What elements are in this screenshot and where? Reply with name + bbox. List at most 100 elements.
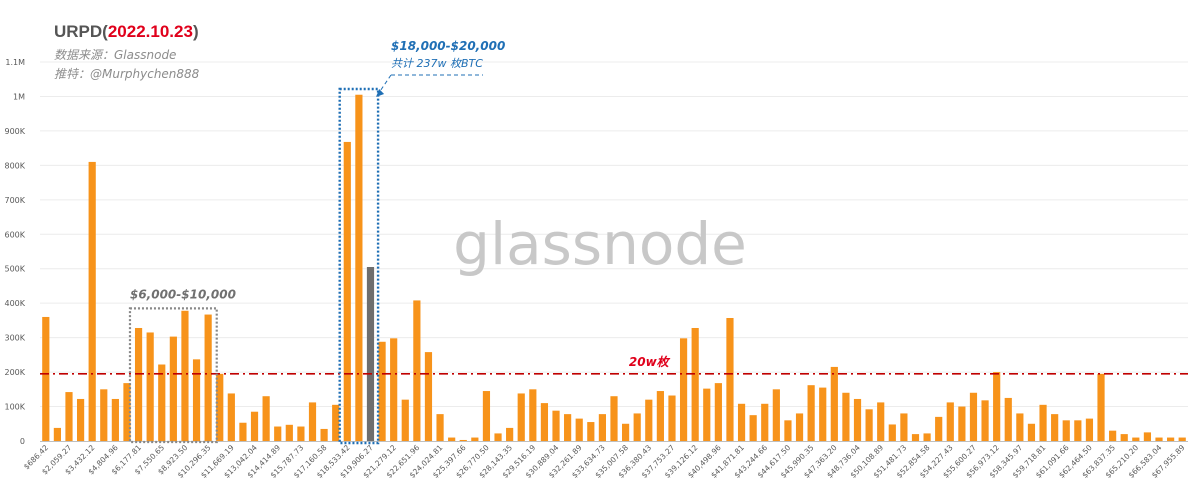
- bar: [911, 434, 920, 441]
- bar: [1120, 434, 1128, 441]
- title-suffix: ): [193, 22, 199, 41]
- bar: [216, 373, 224, 441]
- bar: [819, 387, 827, 441]
- bar: [1062, 420, 1070, 441]
- bar: [726, 317, 734, 441]
- bar: [192, 359, 201, 441]
- bar: [250, 411, 259, 441]
- threshold-label: 20w枚: [629, 355, 671, 369]
- bar: [471, 437, 479, 441]
- bar: [703, 388, 711, 441]
- bar: [239, 422, 247, 441]
- bar: [807, 385, 815, 441]
- bar: [1074, 420, 1082, 441]
- bar: [158, 364, 166, 441]
- range-sublabel-18000-20000: 共计 237w 枚BTC: [391, 57, 483, 70]
- bar: [946, 402, 954, 441]
- bar: [993, 372, 1001, 441]
- bar: [169, 336, 177, 441]
- bar: [111, 398, 119, 441]
- bar: [1097, 373, 1105, 441]
- bar: [146, 332, 154, 441]
- range-label-6000-10000: $6,000-$10,000: [130, 287, 236, 301]
- y-tick-label: 300K: [4, 334, 25, 343]
- bar: [529, 389, 537, 441]
- title-date: 2022.10.23: [108, 22, 193, 41]
- y-tick-label: 100K: [4, 403, 25, 412]
- bar: [969, 392, 978, 441]
- bar: [552, 410, 560, 441]
- bar: [1132, 437, 1140, 441]
- bar: [390, 338, 398, 441]
- bar: [935, 416, 943, 441]
- bar: [448, 437, 456, 441]
- bar: [622, 423, 630, 441]
- bar: [830, 366, 838, 441]
- callout-arrowhead: [376, 89, 385, 98]
- bar: [853, 398, 862, 441]
- y-tick-label: 600K: [4, 230, 25, 239]
- data-source: 数据来源：Glassnode: [54, 48, 176, 62]
- bar: [285, 424, 293, 441]
- bar: [795, 413, 804, 441]
- bar: [53, 427, 61, 441]
- bar: [761, 403, 769, 441]
- bar: [262, 396, 270, 441]
- y-tick-label: 700K: [4, 196, 25, 205]
- bar: [401, 399, 409, 441]
- bar: [123, 383, 131, 441]
- bar: [598, 414, 606, 441]
- bar: [737, 403, 746, 441]
- bar: [772, 389, 780, 441]
- bar: [1109, 430, 1117, 441]
- bar: [88, 161, 96, 441]
- bar: [355, 94, 363, 442]
- glassnode-watermark: glassnode: [453, 210, 747, 278]
- bar: [575, 418, 583, 441]
- bar: [587, 422, 595, 441]
- bar: [888, 424, 896, 441]
- bar: [564, 414, 572, 441]
- bar: [1167, 437, 1175, 441]
- y-axis: 0 100K 200K 300K 400K 500K 600K 700K 800K 900K 1M 1…: [4, 58, 25, 446]
- bar: [181, 310, 189, 441]
- bar: [656, 391, 664, 441]
- bar: [1004, 397, 1012, 441]
- bar: [1027, 423, 1036, 441]
- bar: [332, 404, 340, 441]
- bar: [65, 392, 73, 441]
- bar: [204, 314, 212, 441]
- gridlines: [40, 61, 1188, 408]
- bar: [540, 403, 549, 441]
- y-tick-label: 400K: [4, 299, 25, 308]
- bar: [343, 141, 351, 441]
- bar: [297, 426, 305, 441]
- bar: [424, 352, 433, 441]
- bar: [1155, 437, 1163, 441]
- bar: [668, 395, 676, 441]
- bars: [42, 94, 1186, 442]
- bar: [645, 399, 653, 441]
- bar: [633, 413, 641, 441]
- range-box-6000-10000: [128, 307, 218, 444]
- bar: [308, 402, 317, 441]
- bar: [749, 415, 757, 441]
- bar: [610, 396, 618, 441]
- bar: [320, 428, 328, 441]
- bar: [958, 406, 966, 441]
- bar: [714, 383, 722, 441]
- bar: [981, 400, 989, 441]
- y-tick-label: 1.1M: [5, 58, 25, 67]
- bar: [482, 391, 491, 441]
- bar: [517, 393, 525, 441]
- y-tick-label: 900K: [4, 127, 25, 136]
- bar: [134, 327, 143, 441]
- range-label-18000-20000: $18,000-$20,000: [391, 39, 505, 53]
- bar: [413, 300, 421, 441]
- bar: [366, 267, 375, 441]
- bar: [865, 409, 873, 441]
- bar: [1016, 413, 1024, 441]
- title-prefix: URPD(: [54, 22, 108, 41]
- bar: [227, 393, 235, 441]
